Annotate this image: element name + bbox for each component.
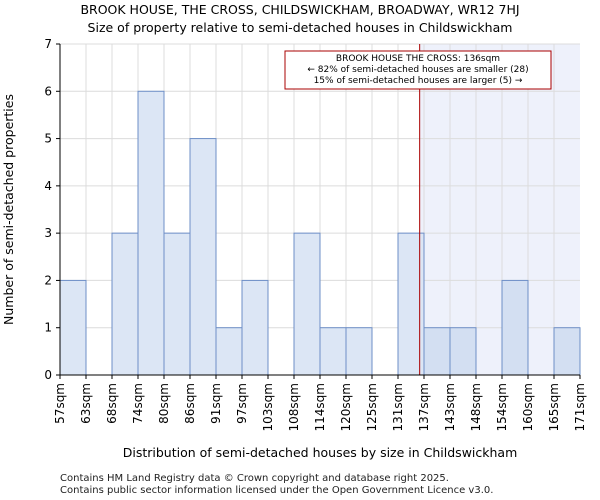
bar: [241, 279, 269, 376]
x-tick-label: 91sqm: [209, 383, 223, 424]
bar: [59, 279, 87, 376]
y-tick-label: 6: [44, 84, 52, 98]
bar: [137, 90, 165, 376]
x-tick-label: 108sqm: [287, 383, 301, 431]
annotation-line-1: BROOK HOUSE THE CROSS: 136sqm: [336, 54, 500, 64]
annotation-line-3: 15% of semi-detached houses are larger (…: [314, 76, 523, 86]
x-tick-label: 148sqm: [469, 383, 483, 431]
bar: [111, 232, 139, 376]
x-tick-label: 154sqm: [495, 383, 509, 431]
x-tick-label: 131sqm: [391, 383, 405, 431]
bar: [215, 327, 243, 376]
bar: [345, 327, 373, 376]
x-tick-labels: 57sqm 63sqm 68sqm 74sqm 80sqm 86sqm 91sqm 97sqm…: [53, 375, 587, 431]
annotation-line-2: ← 82% of semi-detached houses are smalle…: [307, 65, 528, 75]
y-tick-label: 3: [44, 226, 52, 240]
y-tick-label: 1: [44, 321, 52, 335]
bar: [189, 138, 217, 376]
y-tick-label: 2: [44, 273, 52, 287]
x-tick-label: 74sqm: [131, 383, 145, 424]
x-tick-label: 57sqm: [53, 383, 67, 424]
annotation-box: BROOK HOUSE THE CROSS: 136sqm ← 82% of s…: [284, 50, 552, 90]
x-tick-label: 143sqm: [443, 383, 457, 431]
bar: [293, 232, 321, 376]
y-axis-label: Number of semi-detached properties: [1, 94, 16, 325]
highlight-region: [419, 44, 580, 375]
x-tick-label: 97sqm: [235, 383, 249, 424]
x-tick-label: 63sqm: [79, 383, 93, 424]
x-tick-label: 68sqm: [105, 383, 119, 424]
y-tick-label: 0: [44, 368, 52, 382]
x-tick-label: 86sqm: [183, 383, 197, 424]
y-tick-labels: 0 1 2 3 4 5 6 7: [44, 37, 60, 382]
bar: [163, 232, 191, 376]
bar: [423, 327, 451, 376]
x-axis-label: Distribution of semi-detached houses by …: [123, 445, 518, 460]
bars: [59, 90, 581, 376]
x-tick-label: 80sqm: [157, 383, 171, 424]
chart-title: BROOK HOUSE, THE CROSS, CHILDSWICKHAM, B…: [80, 2, 520, 17]
annotation-border: [284, 50, 552, 90]
x-tick-label: 171sqm: [573, 383, 587, 431]
bar: [319, 327, 347, 376]
x-tick-label: 103sqm: [261, 383, 275, 431]
bar: [553, 327, 581, 376]
x-tick-label: 160sqm: [521, 383, 535, 431]
chart-subtitle: Size of property relative to semi-detach…: [87, 20, 513, 35]
bar: [449, 327, 477, 376]
x-tick-label: 114sqm: [313, 383, 327, 431]
y-tick-label: 5: [44, 132, 52, 146]
bar: [501, 279, 529, 376]
x-tick-label: 125sqm: [365, 383, 379, 431]
y-tick-label: 4: [44, 179, 52, 193]
x-tick-label: 137sqm: [417, 383, 431, 431]
y-tick-label: 7: [44, 37, 52, 51]
x-tick-label: 120sqm: [339, 383, 353, 431]
footer-licence: Contains public sector information licen…: [60, 485, 494, 496]
footer-copyright: Contains HM Land Registry data © Crown c…: [60, 473, 449, 484]
x-tick-label: 165sqm: [547, 383, 561, 431]
